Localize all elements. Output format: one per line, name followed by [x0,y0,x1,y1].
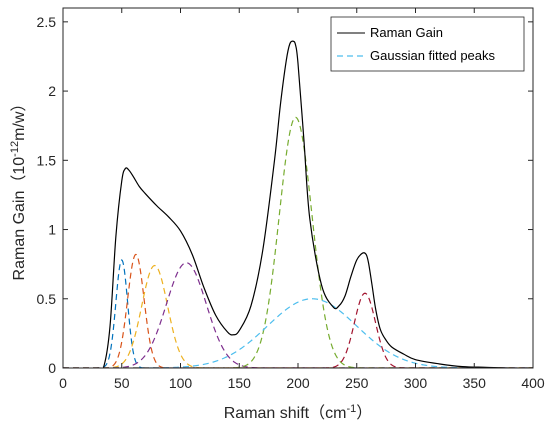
gaussian-peak-4 [63,262,533,368]
y-axis-title-mid: 10 [11,157,28,175]
x-tick-label: 250 [345,375,369,391]
x-tick-label: 400 [521,375,545,391]
y-tick-label: 0.5 [37,291,57,307]
legend-box [330,16,525,72]
x-tick-label: 200 [286,375,310,391]
legend-label-gaussian-fitted-peaks: Gaussian fitted peaks [370,48,496,63]
y-axis-title-sup: -12 [9,141,21,157]
x-tick-label: 100 [169,375,193,391]
raman-gain-layer [63,40,533,368]
axis-ticks: 0 50 100 150 200 250 300 350 400 0 0.5 1 1.5 2 2.5 [37,8,545,391]
y-tick-label: 2.5 [37,14,57,30]
x-tick-label: 150 [228,375,252,391]
x-tick-label: 0 [59,375,67,391]
x-axis-title: Raman shift（cm-1） [224,403,373,422]
y-tick-label: 1.5 [37,152,57,168]
x-tick-label: 50 [114,375,130,391]
raman-gain-line [63,40,533,368]
x-axis-title-end: ） [356,404,372,422]
y-axis-title-end: m/w） [10,96,28,141]
x-axis-title-sup: -1 [346,403,356,415]
y-tick-label: 1 [48,222,56,238]
x-tick-label: 300 [404,375,428,391]
y-tick-label: 0 [48,360,56,376]
gaussian-peak-5 [63,116,533,368]
legend: Raman Gain Gaussian fitted peaks [330,16,525,72]
y-tick-label: 2 [48,83,56,99]
x-tick-label: 350 [463,375,487,391]
legend-label-raman-gain: Raman Gain [370,25,443,40]
y-axis-title: Raman Gain（10-12m/w） [9,96,28,281]
